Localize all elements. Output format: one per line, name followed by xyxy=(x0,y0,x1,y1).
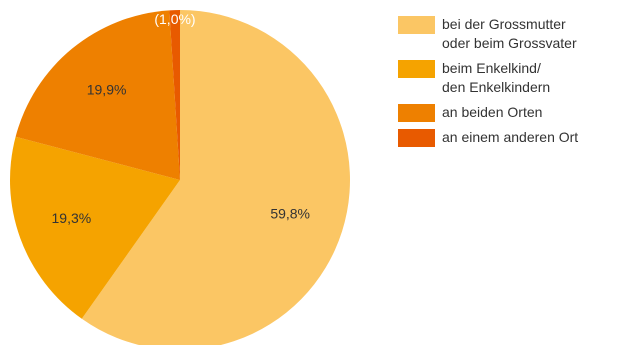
pie-slices xyxy=(10,10,350,345)
pie-slice-4 xyxy=(169,10,180,180)
legend-label-4-line-1: an einem anderen Ort xyxy=(442,129,579,145)
legend-swatch-1 xyxy=(398,16,435,34)
legend-label-1-line-2: oder beim Grossvater xyxy=(442,35,577,51)
data-label-1: 59,8% xyxy=(270,206,310,222)
data-label-3: 19,9% xyxy=(87,81,127,97)
legend-item-4: an einem anderen Ort xyxy=(398,128,624,147)
legend-item-1: bei der Grossmutter oder beim Grossvater xyxy=(398,15,624,53)
pie-data-labels: 59,8% 19,3% 19,9% (1,0%) xyxy=(52,11,311,226)
pie-slice-3 xyxy=(15,10,181,181)
legend-label-1-line-1: bei der Grossmutter xyxy=(442,16,566,32)
legend-label-2-line-2: den Enkelkindern xyxy=(442,79,551,95)
data-label-2: 19,3% xyxy=(52,210,92,226)
legend-swatch-3 xyxy=(398,104,435,122)
legend-label-3-line-1: an beiden Orten xyxy=(442,104,543,120)
legend-swatch-4 xyxy=(398,129,435,147)
pie-slice-2 xyxy=(10,136,181,319)
pie-slice-1 xyxy=(81,10,350,345)
legend-swatch-2 xyxy=(398,60,435,78)
legend-item-3: an beiden Orten xyxy=(398,103,624,122)
legend: bei der Grossmutter oder beim Grossvater b… xyxy=(398,15,624,153)
data-label-4: (1,0%) xyxy=(154,11,195,27)
legend-label-2-line-1: beim Enkelkind/ xyxy=(442,60,541,76)
legend-item-2: beim Enkelkind/den Enkelkindern xyxy=(398,59,624,97)
